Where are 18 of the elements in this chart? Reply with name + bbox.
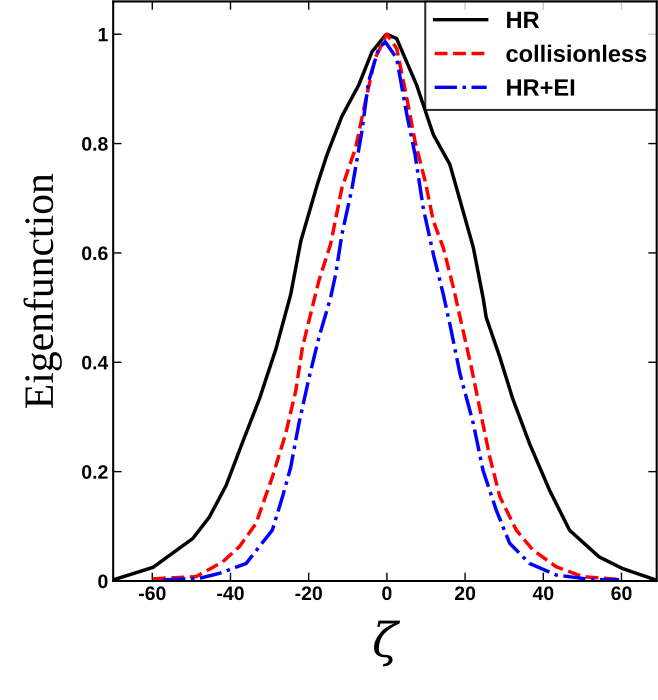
x-tick-label: 40 <box>532 586 554 600</box>
y-tick-label: 1 <box>98 28 108 42</box>
legend-label: HR+EI <box>507 79 574 96</box>
x-axis-title: ζ <box>374 620 400 666</box>
x-tick-label: 20 <box>454 586 476 600</box>
x-tick-label: -20 <box>295 586 322 600</box>
y-tick-label: 0.6 <box>82 246 108 260</box>
y-axis-title: Eigenfunction <box>24 174 62 408</box>
x-tick-label: -60 <box>138 586 166 600</box>
y-tick-label: 0.2 <box>82 465 108 479</box>
x-tick-label: 0 <box>382 586 392 600</box>
y-tick-label: 0.8 <box>82 137 108 151</box>
legend-label: HR <box>507 12 540 28</box>
x-tick-label: -40 <box>217 586 244 600</box>
y-tick-label: 0 <box>98 574 108 588</box>
x-tick-label: 60 <box>611 586 632 600</box>
legend-label: collisionless <box>506 44 646 62</box>
y-tick-label: 0.4 <box>82 356 108 370</box>
